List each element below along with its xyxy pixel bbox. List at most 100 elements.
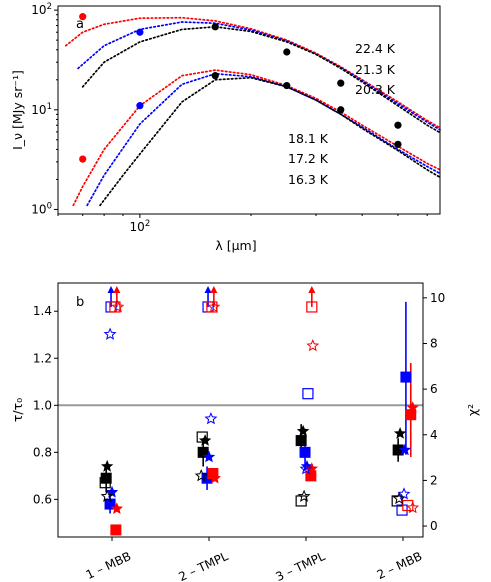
- temp-label-upper-3: 20.3 K: [355, 82, 396, 97]
- arrow-head-3: [210, 286, 218, 293]
- sed-curve-upper-0: [64, 16, 441, 129]
- marker-star-open-9-1: [194, 468, 208, 482]
- arrow-head-4: [308, 286, 316, 293]
- arrow-head-2: [204, 286, 212, 293]
- panel-a-label: a: [76, 17, 84, 32]
- y-tick-label-left-4: 1.4: [33, 304, 52, 318]
- panel-a-sed-plot: 100 101 102 102 a 22.4 K 21.3 K 20.3 K 18.1…: [10, 2, 441, 253]
- marker-square-filled-2-0: [110, 524, 122, 536]
- sed-point-upper-2-3: [394, 121, 402, 129]
- category-label-2: 3 – TMPL: [273, 549, 327, 582]
- marker-star-filled-3-3: [393, 427, 407, 439]
- sed-point-upper-2-0: [211, 23, 219, 31]
- y-tick-label-right-1: 2: [430, 473, 438, 487]
- temp-label-upper-2: 21.3 K: [355, 62, 396, 77]
- marker-star-open-10-1: [204, 411, 218, 425]
- y-tick-label-left-0: 0.6: [33, 492, 52, 506]
- marker-star-filled-4-1: [202, 450, 216, 463]
- marker-square-open-6-1: [196, 431, 208, 443]
- y-tick-label-a-0: 100: [31, 201, 52, 216]
- sed-curve-lower-3: [72, 69, 441, 207]
- marker-square-filled-1-2: [299, 446, 311, 458]
- marker-star-filled-5-0: [110, 502, 123, 514]
- y-tick-label-left-2: 1.0: [33, 398, 52, 412]
- marker-square-filled-1-1: [201, 472, 213, 484]
- category-label-3: 2 – MBB: [375, 549, 425, 582]
- panel-b-frame: [57, 282, 424, 538]
- sed-point-lower-5-1: [283, 81, 291, 90]
- marker-square-filled-2-2: [305, 470, 317, 482]
- y-tick-label-left-3: 1.2: [33, 351, 52, 365]
- arrow-head-1: [113, 286, 121, 293]
- y-tick-label-right-5: 10: [430, 291, 445, 305]
- marker-square-open-6-2: [295, 495, 307, 507]
- marker-star-open-9-0: [100, 489, 114, 502]
- marker-square-open-8-2: [306, 301, 318, 313]
- marker-star-open-10-2: [299, 462, 313, 475]
- sed-curve-lower-4: [86, 72, 441, 207]
- marker-square-filled-1-3: [400, 371, 412, 383]
- y-tick-label-right-0: 0: [430, 519, 438, 533]
- marker-star-filled-5-3: [406, 401, 419, 413]
- marker-star-open-11-1: [207, 300, 221, 313]
- sed-point-upper-2-1: [283, 48, 291, 56]
- sed-point-lower-5-3: [394, 140, 402, 148]
- marker-square-open-7-2: [302, 388, 314, 400]
- ratio-markers: [99, 300, 420, 536]
- panel-a-frame: [57, 5, 441, 215]
- sed-data-points: [79, 13, 402, 163]
- sed-point-lower-4-0: [136, 102, 144, 110]
- y-tick-label-right-2: 4: [430, 428, 438, 442]
- marker-star-filled-5-1: [208, 471, 221, 484]
- marker-square-filled-2-3: [405, 409, 417, 421]
- arrow-head-0: [107, 286, 115, 293]
- error-bars: [105, 301, 412, 514]
- sed-point-upper-1-0: [136, 28, 144, 36]
- temp-label-lower-3: 16.3 K: [288, 172, 329, 187]
- panel-b-ratio-plot: 0.6 0.8 1.0 1.2 1.4 0 2 4 6 8 10 1 – MBB 2 – TMPL 3 –…: [10, 282, 480, 582]
- marker-star-open-11-0: [111, 300, 125, 313]
- y-tick-label-a-2: 102: [31, 2, 52, 17]
- sed-point-lower-3-0: [79, 155, 87, 163]
- marker-square-open-8-3: [402, 499, 414, 512]
- panel-b-ticks: 0.6 0.8 1.0 1.2 1.4 0 2 4 6 8 10 1 – MBB 2 – TMPL 3 –…: [33, 291, 445, 582]
- temp-label-lower-1: 18.1 K: [288, 131, 329, 146]
- sed-curve-upper-2: [81, 25, 441, 134]
- x-tick-label-a-0: 102: [130, 219, 151, 234]
- panel-a-ylabel: I_ν [MJy sr⁻¹]: [10, 70, 25, 150]
- marker-star-open-9-2: [297, 489, 311, 502]
- panel-b-ylabel-left: τ/τ₀: [10, 398, 25, 422]
- y-tick-label-right-3: 6: [430, 382, 438, 396]
- marker-square-open-6-0: [99, 477, 111, 489]
- marker-star-open-10-0: [103, 327, 117, 340]
- marker-square-filled-0-1: [197, 446, 209, 458]
- sed-point-upper-2-2: [337, 79, 345, 87]
- marker-star-open-11-3: [406, 501, 420, 514]
- marker-square-filled-1-0: [104, 498, 116, 510]
- panel-a-ticks: 100 101 102 102: [31, 2, 428, 234]
- marker-square-open-8-0: [109, 301, 121, 313]
- marker-square-filled-0-3: [392, 444, 404, 456]
- sed-point-lower-5-0: [211, 72, 219, 80]
- marker-square-filled-2-1: [207, 468, 219, 479]
- marker-star-filled-3-1: [198, 434, 212, 446]
- panel-a-xlabel: λ [μm]: [215, 238, 256, 253]
- panel-b-ylabel-right: χ²: [465, 404, 480, 416]
- panel-b-label: b: [76, 295, 84, 310]
- marker-star-open-11-2: [306, 338, 320, 352]
- y-tick-label-a-1: 101: [31, 102, 52, 117]
- marker-star-filled-3-0: [101, 459, 114, 472]
- upper-limit-arrows: [107, 286, 316, 307]
- marker-star-filled-4-3: [398, 443, 412, 456]
- marker-star-open-10-3: [397, 487, 411, 500]
- sed-point-upper-0-0: [79, 13, 87, 21]
- category-label-0: 1 – MBB: [84, 549, 134, 582]
- temp-label-upper-1: 22.4 K: [355, 41, 396, 56]
- temp-label-lower-2: 17.2 K: [288, 151, 329, 166]
- marker-square-filled-0-2: [295, 435, 307, 447]
- marker-star-filled-3-2: [296, 424, 310, 437]
- y-tick-label-right-4: 8: [430, 336, 438, 350]
- y-tick-label-left-1: 0.8: [33, 445, 52, 459]
- sed-point-lower-5-2: [337, 106, 345, 114]
